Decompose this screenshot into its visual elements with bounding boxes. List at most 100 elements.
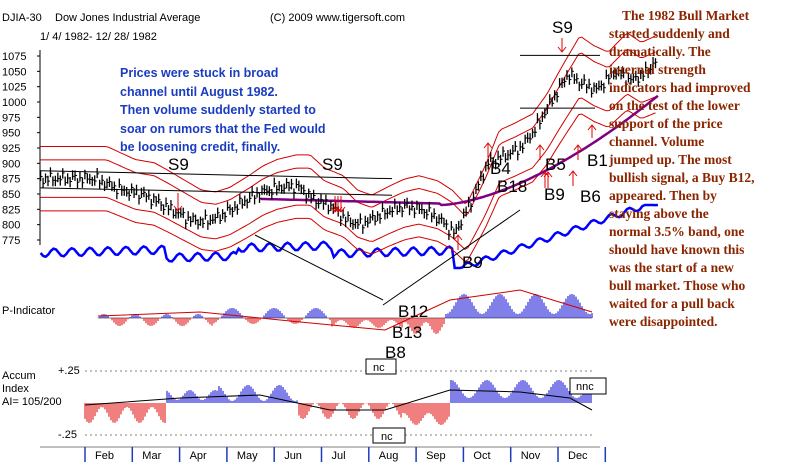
commentary-line: indicators had improved: [609, 80, 751, 95]
y-tick-label: 775: [2, 235, 20, 247]
y-tick-label: 900: [2, 158, 20, 170]
signal-arrow-head: [573, 144, 583, 151]
y-tick-label: 850: [2, 189, 20, 201]
month-label: Apr: [190, 450, 207, 462]
p-indicator-label: P-Indicator: [2, 305, 56, 317]
relative-strength-line: [39, 203, 658, 270]
band-upper2: [40, 32, 656, 205]
band-lower2: [40, 109, 656, 263]
accum-ma: [84, 389, 593, 411]
date-range: 1/ 4/ 1982- 12/ 28/ 1982: [40, 31, 157, 43]
signal-arrow-head: [557, 46, 567, 53]
nnc-label: nnc: [576, 381, 594, 393]
y-tick-label: 925: [2, 143, 20, 155]
commentary-line: was the start of a new: [609, 260, 734, 275]
signal-label: B12: [398, 302, 428, 321]
annotation-line-1: Prices were stuck in broad: [120, 66, 278, 80]
signal-arrow-head: [453, 234, 463, 241]
band-upper: [40, 48, 656, 217]
commentary-line: bull market. Those who: [609, 278, 746, 293]
signal-arrow-head: [543, 171, 553, 178]
month-label: Aug: [379, 450, 399, 462]
signal-arrow-head: [483, 142, 493, 149]
rs-trend-line: [382, 209, 521, 306]
price-bars: [39, 57, 658, 241]
signal-arrow-head: [535, 144, 545, 151]
nc-label: nc: [381, 431, 393, 443]
commentary-line: were disappointed.: [609, 314, 718, 329]
commentary-line: staying above the: [609, 206, 709, 221]
y-tick-label: 1025: [2, 82, 26, 94]
month-label: Feb: [95, 450, 114, 462]
annotation-line-5: be loosening credit, finally.: [120, 140, 280, 154]
commentary-line: internal strength: [609, 62, 706, 77]
signal-label: S9: [552, 18, 573, 37]
price-axis: 1075 1050 1025 1000 975 950 925 900 875 850 825 800…: [2, 50, 41, 247]
signal-label: S9: [322, 155, 343, 174]
signal-label: B5: [545, 155, 566, 174]
y-tick-label: 800: [2, 220, 20, 232]
month-label: Dec: [568, 450, 588, 462]
nnc-box: [569, 377, 607, 395]
commentary-line: should have known this: [609, 242, 744, 257]
commentary-line: dramatically. The: [609, 44, 711, 59]
p-indicator-panel: [97, 289, 593, 334]
channel-top-line: [39, 170, 393, 180]
signal-label: B9: [544, 185, 565, 204]
commentary: The 1982 Bull Market started suddenly an…: [608, 8, 755, 329]
month-label: Jul: [332, 450, 346, 462]
y-tick-label: 1050: [2, 66, 26, 78]
channel-mid-line: [39, 187, 393, 196]
signal-arrow-head: [568, 170, 578, 177]
accum-minus-label: -.25: [58, 429, 77, 441]
accum-plus-label: +.25: [58, 365, 80, 377]
y-tick-label: 1000: [2, 97, 26, 109]
y-tick-label: 950: [2, 128, 20, 140]
annotation-line-4: soar on rumors that the Fed would: [120, 122, 326, 136]
commentary-line: on the test of the lower: [609, 98, 740, 113]
month-label: Nov: [521, 450, 541, 462]
y-tick-label: 875: [2, 174, 20, 186]
band-lower: [40, 93, 656, 251]
commentary-line: support of the price: [609, 116, 723, 131]
commentary-line: The 1982 Bull Market: [622, 8, 750, 23]
p-indicator-ma: [97, 289, 593, 331]
accum-index-panel: [84, 370, 593, 436]
y-tick-label: 975: [2, 112, 20, 124]
commentary-line: waited for a pull back: [609, 296, 735, 311]
signal-label: B1: [587, 151, 608, 170]
annotation-line-2: channel until August 1982.: [120, 85, 278, 99]
signal-label: B8: [385, 343, 406, 362]
price-bands: [40, 32, 656, 263]
month-axis: Feb Mar Apr May Jun Jul Aug Sep Oct Nov Dec: [40, 446, 607, 462]
month-label: May: [237, 450, 258, 462]
commentary-line: normal 3.5% band, one: [609, 224, 744, 239]
trend-lines: [39, 54, 600, 306]
month-label: Sep: [426, 450, 446, 462]
rs-down-line: [254, 234, 384, 301]
month-label: Mar: [142, 450, 161, 462]
y-tick-label: 1075: [2, 51, 26, 63]
ma-path: [260, 94, 659, 207]
commentary-line: bullish signal, a Buy B12,: [609, 170, 755, 185]
commentary-line: channel. Volume: [609, 134, 704, 149]
nc-box: [372, 427, 406, 444]
nc-label: nc: [373, 362, 385, 374]
signal-label: B4: [490, 159, 511, 178]
signal-arrow-head: [587, 124, 597, 131]
signal-label: B9: [462, 253, 483, 272]
moving-average-line: [260, 94, 659, 207]
month-label: Oct: [473, 450, 490, 462]
signal-arrows: [173, 38, 597, 250]
signal-arrow-head: [330, 206, 340, 213]
month-label: Jun: [284, 450, 302, 462]
accum-label: Accum: [2, 370, 36, 382]
signal-label: B18: [497, 177, 527, 196]
signal-label: S9: [168, 155, 189, 174]
commentary-line: appeared. Then by: [609, 188, 717, 203]
relative-strength-path: [39, 203, 658, 270]
annotation-line-3: Then volume suddenly started to: [120, 103, 316, 117]
signal-label: B6: [580, 187, 601, 206]
signal-arrow-head: [336, 206, 346, 213]
